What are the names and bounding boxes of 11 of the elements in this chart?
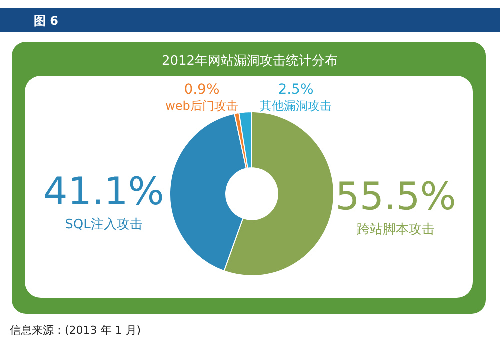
- data-label: 41.1%: [44, 170, 164, 214]
- data-label: 0.9%: [184, 82, 220, 98]
- data-label: 2.5%: [278, 82, 314, 98]
- slice-label: 其他漏洞攻击: [260, 99, 332, 113]
- caption: 图 6: [34, 14, 59, 28]
- slice-label: 跨站脚本攻击: [357, 222, 435, 238]
- slice-label: SQL注入攻击: [65, 218, 143, 233]
- text: 信息来源：(2013 年 1 月): [10, 324, 142, 337]
- data-label: 55.5%: [336, 174, 456, 219]
- slice-label: web后门攻击: [166, 99, 238, 113]
- chart-title: 2012年网站漏洞攻击统计分布: [162, 54, 338, 69]
